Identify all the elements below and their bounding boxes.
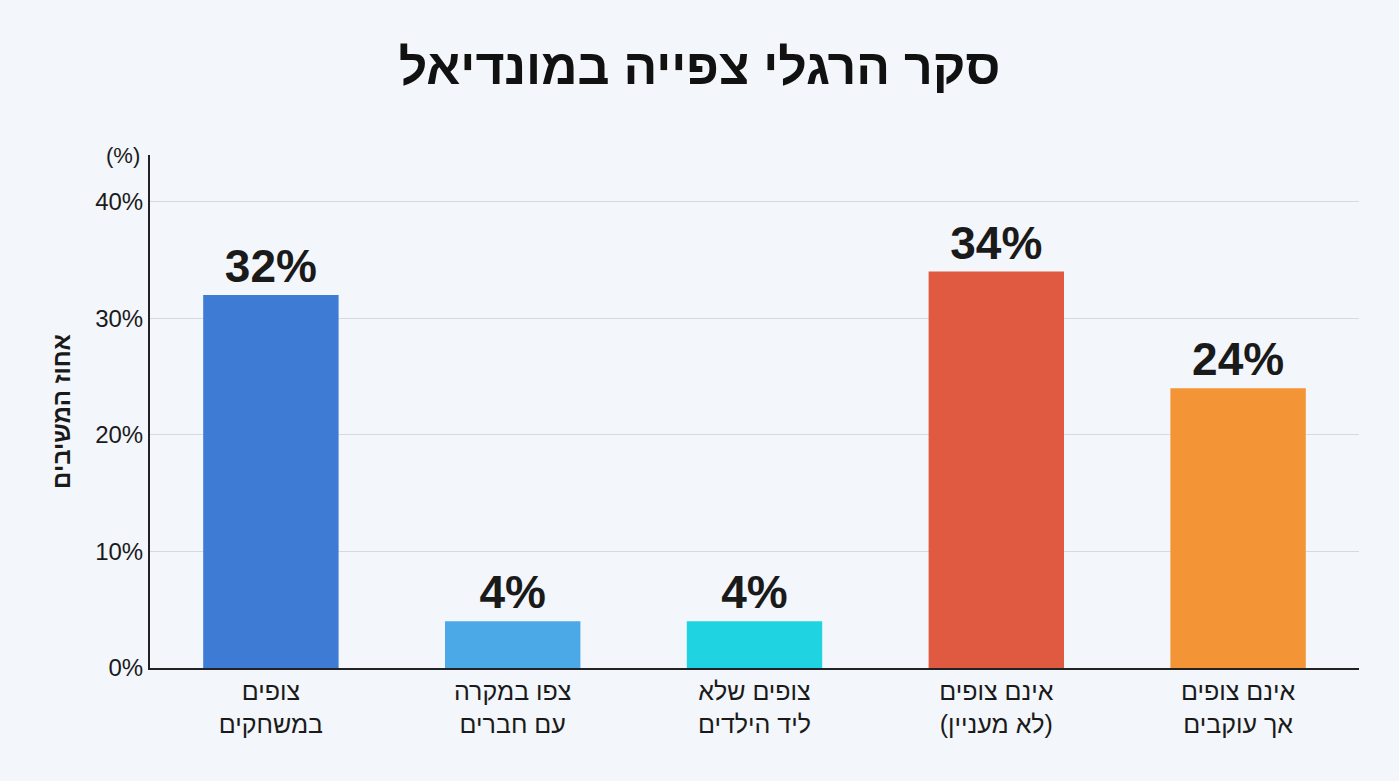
svg-text:40%: 40% [95,188,143,215]
svg-text:20%: 20% [95,421,143,448]
svg-text:אחוז המשיבים: אחוז המשיבים [48,334,75,489]
svg-text:24%: 24% [1192,333,1284,385]
svg-text:אינם צופיםאך עוקבים: אינם צופיםאך עוקבים [1181,677,1295,738]
svg-text:10%: 10% [95,538,143,565]
svg-text:34%: 34% [950,217,1042,269]
svg-text:אינם צופים(לא מעניין): אינם צופים(לא מעניין) [939,677,1053,738]
svg-text:צופיםבמשחקים: צופיםבמשחקים [219,677,323,738]
svg-text:4%: 4% [721,566,787,618]
svg-text:0%: 0% [109,654,144,681]
svg-text:32%: 32% [225,240,317,292]
svg-text:צופים שלאליד הילדים: צופים שלאליד הילדים [698,677,811,738]
svg-text:(%): (%) [106,143,140,168]
svg-text:30%: 30% [95,305,143,332]
svg-text:צפו במקרהעם חברים: צפו במקרהעם חברים [454,677,571,738]
svg-text:סקר הרגלי צפייה במונדיאל: סקר הרגלי צפייה במונדיאל [399,39,1001,95]
svg-text:4%: 4% [479,566,545,618]
